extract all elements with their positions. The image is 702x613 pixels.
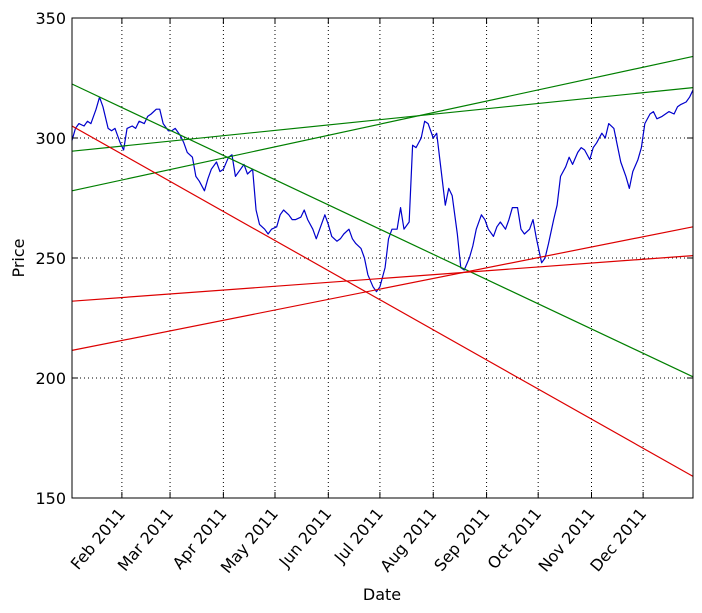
x-axis-label: Date bbox=[363, 585, 401, 604]
y-tick-label: 250 bbox=[35, 249, 66, 268]
trend-line-2 bbox=[71, 87, 694, 152]
axis-ticks bbox=[72, 17, 693, 499]
plot-area bbox=[72, 18, 693, 498]
y-tick-label: 350 bbox=[35, 9, 66, 28]
trend-line-1 bbox=[71, 83, 694, 378]
trend-line-3 bbox=[71, 55, 694, 192]
trend-line-5 bbox=[71, 255, 694, 302]
series-layer bbox=[71, 55, 694, 477]
y-axis-label: Price bbox=[9, 238, 28, 277]
trend-line-6 bbox=[71, 226, 694, 351]
grid-lines bbox=[72, 18, 693, 498]
y-tick-label: 150 bbox=[35, 489, 66, 508]
trend-line-4 bbox=[71, 125, 694, 477]
y-tick-label: 200 bbox=[35, 369, 66, 388]
y-tick-labels: 150 200 250 300 350 bbox=[35, 9, 66, 508]
price-series-line bbox=[71, 89, 694, 293]
y-tick-label: 300 bbox=[35, 129, 66, 148]
